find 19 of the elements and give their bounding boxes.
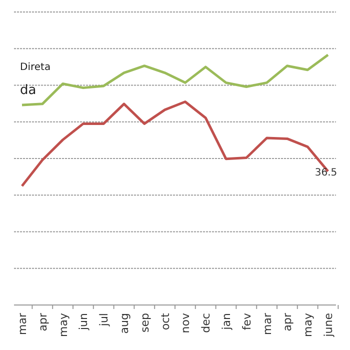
x-tick-label: apr [36,312,50,332]
x-tick-label: jun [77,312,90,331]
x-tick-label: may [56,312,70,337]
x-tick-label: jul [98,313,111,328]
data-label: 36.5 [314,167,338,178]
annotation: Direta [20,62,51,73]
x-tick-label: dec [200,313,213,333]
x-tick-label: mar [260,312,274,335]
x-tick-label: jan [220,312,233,331]
x-tick-label: nov [179,312,192,334]
x-tick-label: aug [118,313,131,334]
x-tick-label: june [322,312,335,338]
x-tick-label: fev [240,312,254,330]
x-tick-label: oct [158,312,172,330]
x-tick-label: may [302,312,315,337]
x-tick-label: sep [138,312,152,332]
x-tick-label: mar [16,312,29,335]
x-tick-label: apr [281,312,294,332]
annotation: da [20,83,36,98]
